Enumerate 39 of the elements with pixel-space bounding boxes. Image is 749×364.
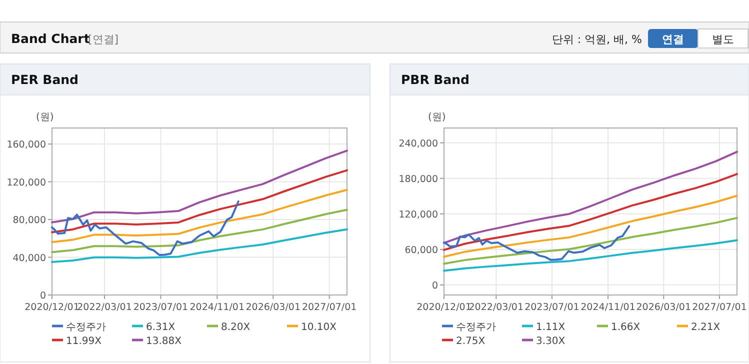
legend-label: 1.11X	[536, 322, 566, 333]
y-tick-label: 180,000	[398, 174, 438, 185]
legend-label: 8.20X	[221, 322, 250, 333]
legend-label: 10.10X	[301, 322, 337, 333]
x-tick-label: 2026/03/01	[246, 302, 301, 313]
x-tick-label: 2024/11/01	[580, 302, 636, 313]
legend-label: 11.99X	[66, 336, 102, 347]
y-tick-label: 240,000	[398, 138, 438, 150]
y-tick-label: 40,000	[12, 252, 46, 264]
legend-label: 13.88X	[146, 336, 182, 347]
chart-title: PBR Band	[401, 72, 470, 87]
x-tick-label: 2026/03/01	[636, 302, 692, 313]
y-tick-label: 0	[40, 290, 46, 302]
x-tick-label: 2023/07/01	[133, 302, 188, 313]
x-tick-label: 2022/03/01	[77, 302, 132, 313]
legend-label: 2.75X	[456, 336, 486, 347]
x-tick-label: 2022/03/01	[468, 302, 524, 313]
y-axis-title: (원)	[36, 112, 54, 123]
legend-label: 3.30X	[536, 336, 566, 347]
y-axis-title: (원)	[428, 112, 446, 123]
x-tick-label: 2027/07/01	[692, 302, 747, 313]
x-tick-label: 2024/11/01	[190, 302, 245, 313]
y-tick-label: 80,000	[12, 215, 46, 226]
legend-label: 수정주가	[456, 322, 496, 333]
y-tick-label: 160,000	[6, 140, 46, 151]
x-tick-label: 2020/12/01	[416, 302, 472, 313]
x-tick-label: 2023/07/01	[524, 302, 580, 313]
chart-title: PER Band	[11, 72, 78, 87]
legend-label: 6.31X	[146, 322, 176, 333]
legend-label: 수정주가	[66, 322, 106, 333]
header: Band Chart[연결] 단위 : 억원, 배, % 연결 별도	[11, 28, 748, 48]
x-tick-label: 2020/12/01	[24, 302, 80, 313]
x-tick-label: 2027/07/01	[302, 302, 357, 313]
y-tick-label: 120,000	[398, 209, 438, 220]
legend-label: 1.66X	[611, 322, 640, 333]
y-tick-label: 120,000	[6, 177, 46, 188]
y-tick-label: 0	[432, 280, 438, 292]
y-tick-label: 60,000	[404, 244, 438, 256]
legend-label: 2.21X	[691, 322, 720, 333]
